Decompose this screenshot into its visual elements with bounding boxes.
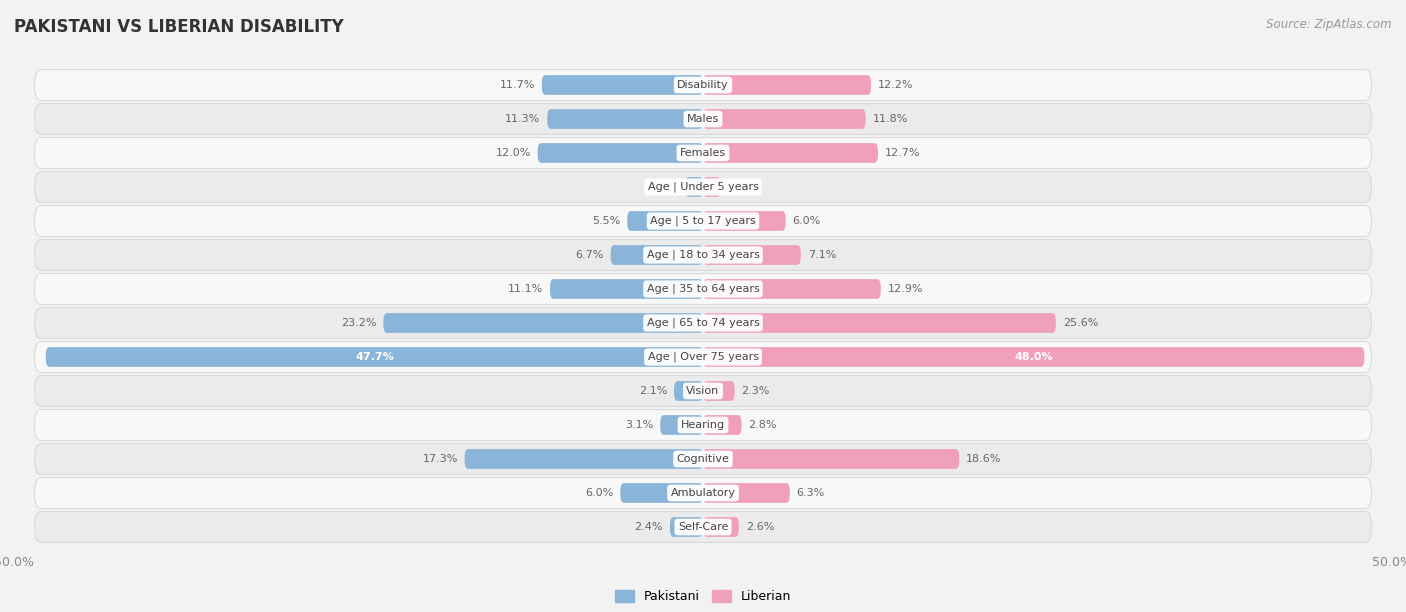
Text: Age | 5 to 17 years: Age | 5 to 17 years <box>650 216 756 226</box>
FancyBboxPatch shape <box>703 449 959 469</box>
Text: 2.6%: 2.6% <box>745 522 775 532</box>
FancyBboxPatch shape <box>703 143 877 163</box>
FancyBboxPatch shape <box>673 381 703 401</box>
Text: 11.3%: 11.3% <box>505 114 540 124</box>
FancyBboxPatch shape <box>35 308 1371 338</box>
FancyBboxPatch shape <box>35 444 1371 474</box>
Text: Age | 65 to 74 years: Age | 65 to 74 years <box>647 318 759 328</box>
Text: 6.0%: 6.0% <box>793 216 821 226</box>
Text: Age | Over 75 years: Age | Over 75 years <box>648 352 758 362</box>
Text: 25.6%: 25.6% <box>1063 318 1098 328</box>
FancyBboxPatch shape <box>35 138 1371 168</box>
Text: 12.2%: 12.2% <box>877 80 914 90</box>
Text: 5.5%: 5.5% <box>592 216 620 226</box>
FancyBboxPatch shape <box>35 172 1371 203</box>
FancyBboxPatch shape <box>35 409 1371 440</box>
Text: 3.1%: 3.1% <box>626 420 654 430</box>
Text: 6.0%: 6.0% <box>585 488 613 498</box>
FancyBboxPatch shape <box>35 478 1371 509</box>
Text: 11.7%: 11.7% <box>499 80 534 90</box>
Text: Cognitive: Cognitive <box>676 454 730 464</box>
Text: 48.0%: 48.0% <box>1014 352 1053 362</box>
FancyBboxPatch shape <box>703 347 1364 367</box>
Text: Hearing: Hearing <box>681 420 725 430</box>
FancyBboxPatch shape <box>550 279 703 299</box>
FancyBboxPatch shape <box>610 245 703 265</box>
FancyBboxPatch shape <box>703 483 790 503</box>
FancyBboxPatch shape <box>35 341 1371 372</box>
FancyBboxPatch shape <box>547 109 703 129</box>
Text: Males: Males <box>688 114 718 124</box>
FancyBboxPatch shape <box>661 415 703 435</box>
Text: 17.3%: 17.3% <box>422 454 458 464</box>
FancyBboxPatch shape <box>703 313 1056 333</box>
Text: 18.6%: 18.6% <box>966 454 1001 464</box>
FancyBboxPatch shape <box>620 483 703 503</box>
Text: Self-Care: Self-Care <box>678 522 728 532</box>
Text: PAKISTANI VS LIBERIAN DISABILITY: PAKISTANI VS LIBERIAN DISABILITY <box>14 18 344 36</box>
Text: 6.7%: 6.7% <box>575 250 603 260</box>
Text: 12.0%: 12.0% <box>495 148 531 158</box>
FancyBboxPatch shape <box>537 143 703 163</box>
Text: Disability: Disability <box>678 80 728 90</box>
Text: 2.3%: 2.3% <box>741 386 770 396</box>
Text: Ambulatory: Ambulatory <box>671 488 735 498</box>
Text: Females: Females <box>681 148 725 158</box>
FancyBboxPatch shape <box>35 70 1371 100</box>
Text: Age | 18 to 34 years: Age | 18 to 34 years <box>647 250 759 260</box>
FancyBboxPatch shape <box>627 211 703 231</box>
Text: 12.7%: 12.7% <box>884 148 921 158</box>
Legend: Pakistani, Liberian: Pakistani, Liberian <box>610 585 796 608</box>
FancyBboxPatch shape <box>703 211 786 231</box>
Text: 47.7%: 47.7% <box>354 352 394 362</box>
Text: 1.3%: 1.3% <box>650 182 678 192</box>
FancyBboxPatch shape <box>35 274 1371 304</box>
FancyBboxPatch shape <box>703 109 866 129</box>
Text: 12.9%: 12.9% <box>887 284 924 294</box>
Text: Source: ZipAtlas.com: Source: ZipAtlas.com <box>1267 18 1392 31</box>
FancyBboxPatch shape <box>703 279 880 299</box>
FancyBboxPatch shape <box>35 512 1371 542</box>
Text: 7.1%: 7.1% <box>807 250 837 260</box>
FancyBboxPatch shape <box>35 103 1371 134</box>
FancyBboxPatch shape <box>46 347 703 367</box>
FancyBboxPatch shape <box>703 177 721 197</box>
FancyBboxPatch shape <box>703 245 801 265</box>
Text: Vision: Vision <box>686 386 720 396</box>
FancyBboxPatch shape <box>541 75 703 95</box>
Text: 1.3%: 1.3% <box>728 182 756 192</box>
Text: 6.3%: 6.3% <box>797 488 825 498</box>
Text: 2.8%: 2.8% <box>748 420 778 430</box>
Text: 23.2%: 23.2% <box>340 318 377 328</box>
FancyBboxPatch shape <box>384 313 703 333</box>
FancyBboxPatch shape <box>669 517 703 537</box>
FancyBboxPatch shape <box>703 381 735 401</box>
FancyBboxPatch shape <box>703 75 872 95</box>
FancyBboxPatch shape <box>464 449 703 469</box>
Text: Age | 35 to 64 years: Age | 35 to 64 years <box>647 284 759 294</box>
Text: 2.1%: 2.1% <box>638 386 668 396</box>
FancyBboxPatch shape <box>35 240 1371 271</box>
Text: Age | Under 5 years: Age | Under 5 years <box>648 182 758 192</box>
FancyBboxPatch shape <box>685 177 703 197</box>
FancyBboxPatch shape <box>35 376 1371 406</box>
Text: 11.8%: 11.8% <box>873 114 908 124</box>
FancyBboxPatch shape <box>35 206 1371 236</box>
FancyBboxPatch shape <box>703 415 741 435</box>
Text: 2.4%: 2.4% <box>634 522 664 532</box>
FancyBboxPatch shape <box>703 517 738 537</box>
Text: 11.1%: 11.1% <box>508 284 543 294</box>
